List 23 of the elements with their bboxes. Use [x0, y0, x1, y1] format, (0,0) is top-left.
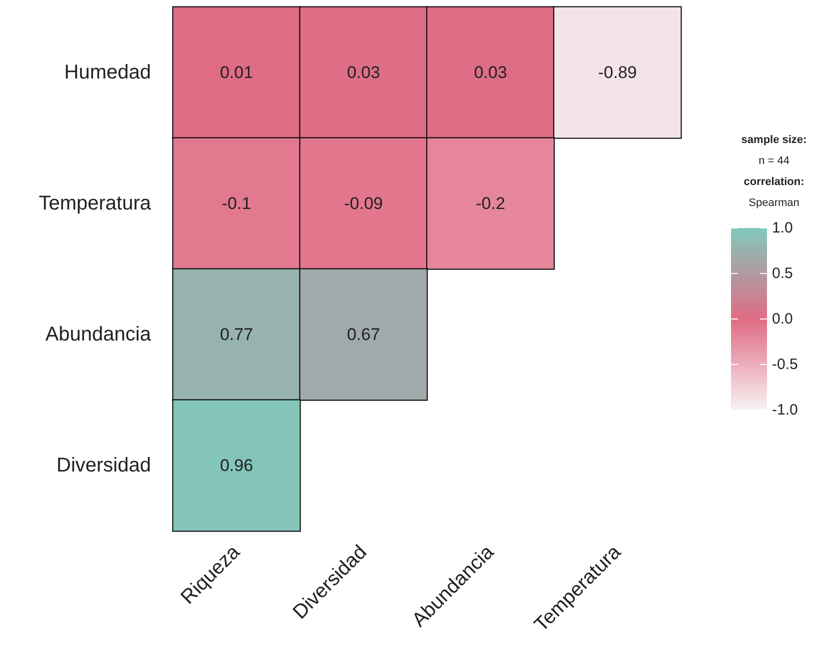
data-label: 0.03: [346, 63, 380, 82]
data-label: -0.89: [598, 63, 637, 82]
data-label: 0.01: [220, 63, 254, 82]
data-label: 0.67: [346, 325, 380, 344]
y-tick-label: Diversidad: [56, 454, 151, 476]
data-label: -0.1: [222, 194, 252, 213]
text: correlation:: [744, 176, 804, 188]
text: n = 44: [758, 155, 790, 167]
color-bar-label: 0.0: [772, 310, 793, 328]
color-bar-label: -0.5: [772, 356, 798, 373]
data-label: -0.2: [476, 194, 506, 213]
y-tick-label: Humedad: [64, 62, 151, 84]
y-tick-label: Temperatura: [38, 192, 152, 214]
data-label: -0.09: [344, 194, 383, 213]
color-bar-label: 1.0: [772, 220, 793, 236]
data-label: 0.77: [220, 325, 254, 344]
y-tick-label: Abundancia: [45, 324, 152, 346]
data-label: 0.03: [474, 63, 508, 82]
text: Spearman: [748, 197, 800, 209]
color-bar-label: -1.0: [772, 402, 798, 418]
text: sample size:: [741, 134, 807, 146]
data-label: 0.96: [220, 456, 254, 475]
color-bar-label: 0.5: [772, 265, 793, 282]
